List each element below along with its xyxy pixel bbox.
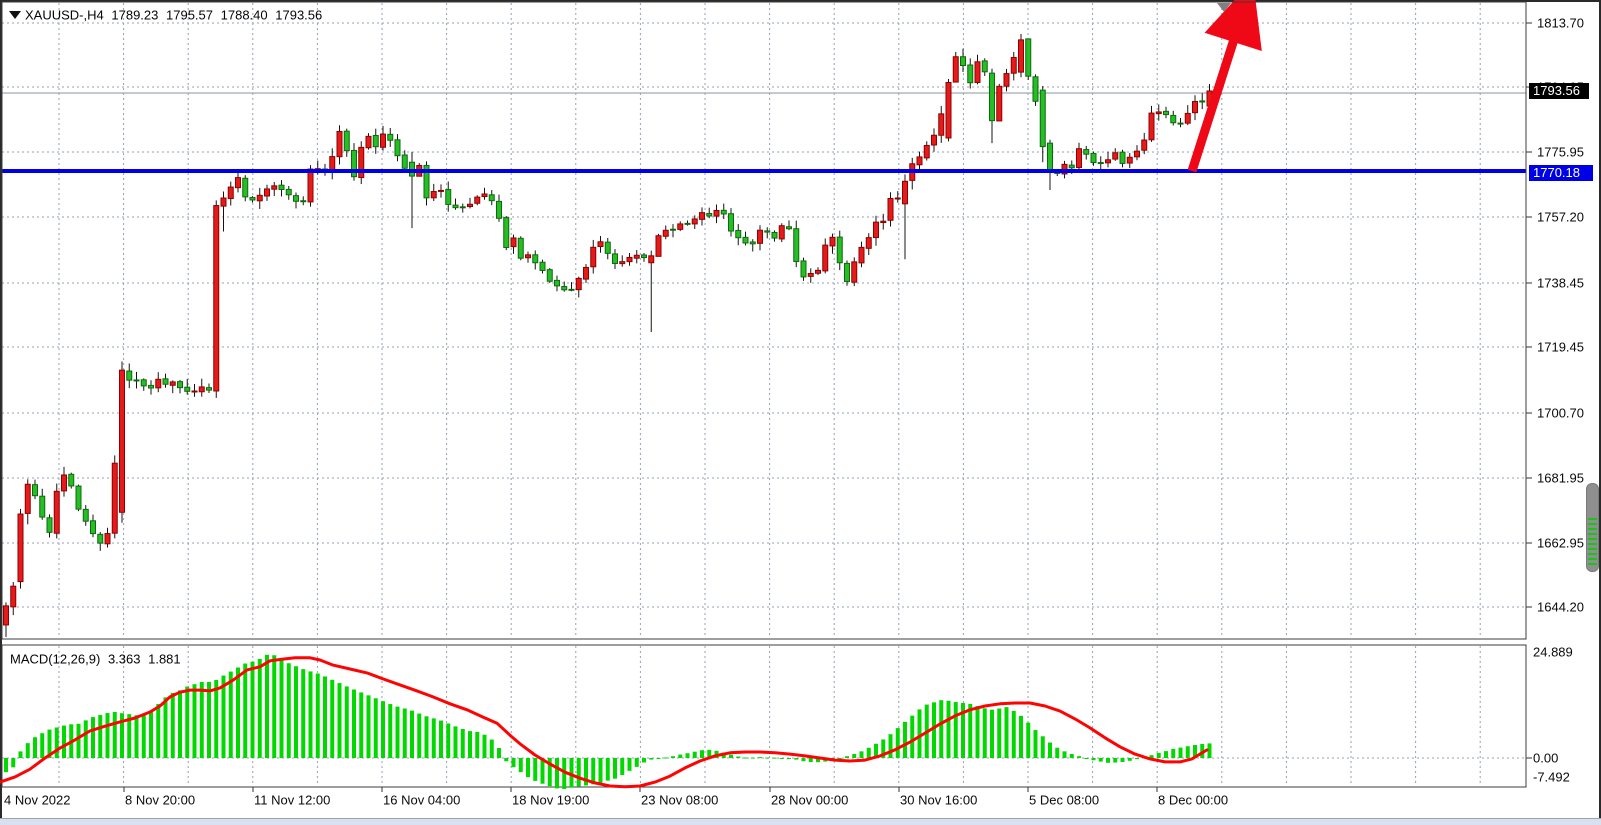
macd-value: 3.363	[107, 651, 141, 667]
time-axis-label: 16 Nov 04:00	[383, 792, 461, 808]
price-axis-label: 1813.70	[1537, 15, 1584, 31]
time-axis-label: 11 Nov 12:00	[254, 792, 331, 808]
symbol-timeframe: XAUUSD-,H4	[25, 7, 104, 23]
scrollbar-grip	[1588, 518, 1597, 567]
price-axis-label: 1644.20	[1537, 599, 1584, 615]
price-axis-label: 1757.20	[1537, 209, 1584, 225]
window-bottom-strip-line	[0, 818, 1601, 819]
time-axis-label: 28 Nov 00:00	[771, 792, 849, 808]
time-axis-label: 5 Dec 08:00	[1029, 792, 1100, 808]
macd-signal-value: 1.881	[148, 651, 181, 667]
window-border-left	[0, 0, 2, 825]
bid-price-badge: 1793.56	[1529, 83, 1589, 99]
price-axis-label: 1719.45	[1537, 339, 1584, 355]
macd-indicator-label: MACD(12,26,9) 3.363 1.881	[10, 652, 185, 667]
price-axis-label: 1700.70	[1537, 405, 1584, 421]
ohlc-high: 1795.57	[166, 7, 213, 23]
macd-scale-min: -7.492	[1533, 769, 1570, 785]
price-axis-label: 1775.95	[1537, 144, 1584, 160]
macd-scale-zero: 0.00	[1533, 750, 1559, 766]
time-axis-label: 23 Nov 08:00	[641, 792, 719, 808]
window-border-right	[1599, 0, 1601, 825]
ohlc-open: 1789.23	[111, 7, 159, 23]
price-axis-label: 1738.45	[1537, 275, 1584, 291]
ohlc-low: 1788.40	[220, 7, 268, 23]
macd-name: MACD(12,26,9)	[10, 651, 101, 667]
scrollbar-thumb[interactable]	[1586, 483, 1599, 572]
price-axis-label: 1662.95	[1537, 535, 1584, 551]
price-axis-label: 1681.95	[1537, 470, 1584, 486]
hline-price-badge: 1770.18	[1529, 165, 1593, 181]
chart-shift-marker-icon[interactable]	[1217, 3, 1231, 12]
ohlc-close: 1793.56	[275, 7, 323, 23]
window-border-top	[0, 0, 1601, 2]
macd-scale-max: 24.889	[1533, 644, 1573, 660]
time-axis-label: 4 Nov 2022	[4, 792, 71, 808]
time-axis-label: 8 Dec 00:00	[1158, 792, 1229, 808]
time-axis-label: 18 Nov 19:00	[512, 792, 590, 808]
time-axis-label: 30 Nov 16:00	[900, 792, 978, 808]
window-bottom-strip	[0, 819, 1601, 825]
chart-title: XAUUSD-,H4 1789.23 1795.57 1788.40 1793.…	[25, 8, 326, 23]
symbol-dropdown-icon[interactable]	[9, 11, 21, 19]
time-axis-label: 8 Nov 20:00	[125, 792, 196, 808]
